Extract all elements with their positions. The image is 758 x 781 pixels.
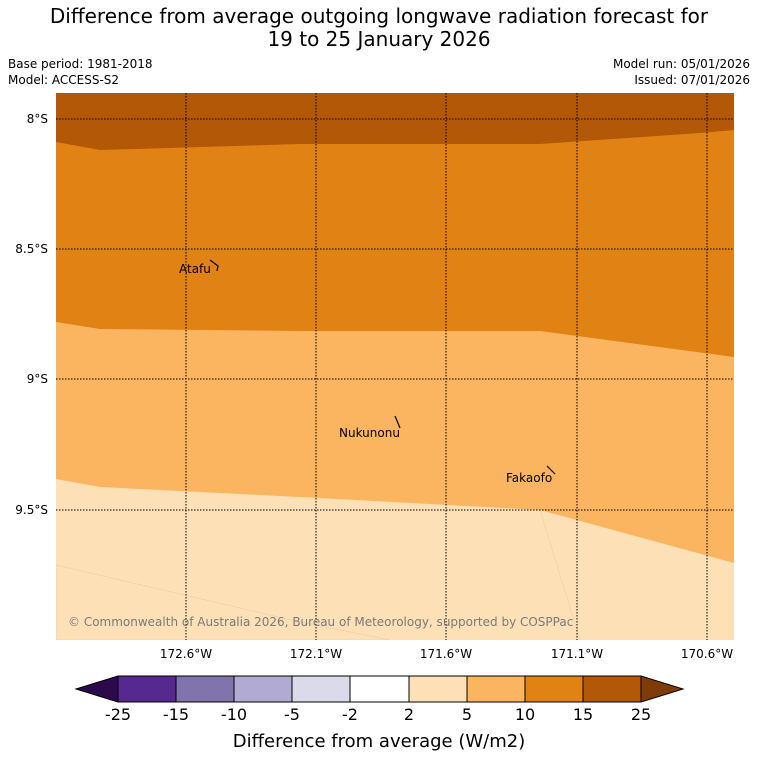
colorbar-bin-3 (234, 676, 292, 702)
lat-axis-labels: 8°S 8.5°S 9°S 9.5°S (15, 112, 48, 517)
colorbar-bin-7 (467, 676, 525, 702)
lat-label-8s: 8°S (27, 112, 48, 126)
colorbar-tick: -5 (284, 705, 300, 724)
place-atafu: Atafu (179, 262, 211, 276)
band-dark (56, 93, 734, 150)
colorbar-tick: -15 (163, 705, 189, 724)
lon-axis-labels: 172.6°W 172.1°W 171.6°W 171.1°W 170.6°W (160, 647, 733, 661)
meta-left: Base period: 1981-2018 Model: ACCESS-S2 (8, 56, 153, 88)
model-run: Model run: 05/01/2026 (612, 57, 750, 71)
model-name: Model: ACCESS-S2 (8, 73, 120, 87)
colorbar-tick: 15 (573, 705, 593, 724)
colorbar-bin-8 (525, 676, 583, 702)
lon-label-171-6w: 171.6°W (420, 647, 472, 661)
map-area: Atafu Nukunonu Fakaofo © Commonwealth of… (56, 93, 734, 640)
graticule (56, 93, 734, 640)
colorbar: -25 -15 -10 -5 -2 2 5 10 15 25 Differenc… (74, 675, 685, 752)
colorbar-bin-4 (292, 676, 350, 702)
colorbar-tick: -2 (342, 705, 358, 724)
place-fakaofo: Fakaofo (506, 471, 552, 485)
colorbar-tick: 5 (462, 705, 472, 724)
lon-label-172-6w: 172.6°W (160, 647, 212, 661)
base-period: Base period: 1981-2018 (8, 57, 153, 71)
title-line-1: Difference from average outgoing longwav… (49, 4, 709, 28)
colorbar-ticks: -25 -15 -10 -5 -2 2 5 10 15 25 (105, 705, 651, 724)
title-line-2: 19 to 25 January 2026 (267, 27, 491, 51)
colorbar-tick: 10 (515, 705, 535, 724)
nukunonu-island (394, 415, 401, 429)
colorbar-bin-9 (583, 676, 641, 702)
lat-label-9-5s: 9.5°S (15, 503, 48, 517)
colorbar-tick: 2 (404, 705, 414, 724)
issued-date: Issued: 07/01/2026 (634, 73, 750, 87)
colorbar-bin-1 (118, 676, 176, 702)
place-nukunonu: Nukunonu (339, 426, 400, 440)
atafu-island (209, 259, 219, 272)
colorbar-outline (74, 675, 685, 703)
contour-line (539, 509, 581, 640)
lat-label-9s: 9°S (27, 372, 48, 386)
colorbar-label: Difference from average (W/m2) (233, 731, 525, 752)
colorbar-extend-low (76, 676, 118, 702)
colorbar-tick: -25 (105, 705, 131, 724)
lat-label-8-5s: 8.5°S (15, 242, 48, 256)
colorbar-extend-high (641, 676, 683, 702)
colorbar-bin-2 (176, 676, 234, 702)
colorbar-bin-6 (409, 676, 467, 702)
band-orange (56, 93, 734, 357)
chart-title: Difference from average outgoing longwav… (0, 5, 758, 51)
colorbar-tick: -10 (221, 705, 247, 724)
fakaofo-island (546, 465, 556, 475)
copyright-note: © Commonwealth of Australia 2026, Bureau… (68, 615, 573, 629)
lon-label-172-1w: 172.1°W (290, 647, 342, 661)
lon-label-171-1w: 171.1°W (551, 647, 603, 661)
meta-right: Model run: 05/01/2026 Issued: 07/01/2026 (613, 56, 750, 88)
lon-label-170-6w: 170.6°W (681, 647, 733, 661)
colorbar-tick: 25 (631, 705, 651, 724)
colorbar-bin-5 (350, 676, 409, 702)
band-white-edge (56, 564, 391, 640)
